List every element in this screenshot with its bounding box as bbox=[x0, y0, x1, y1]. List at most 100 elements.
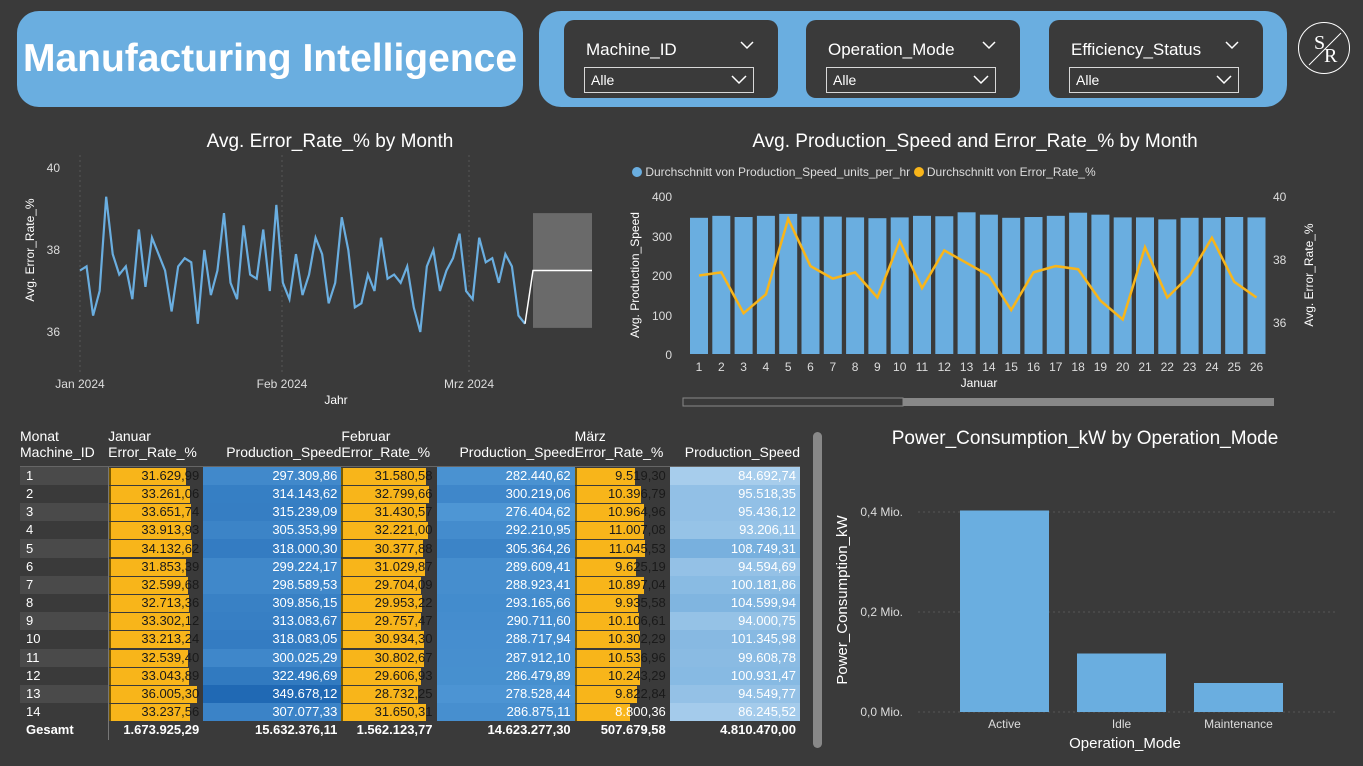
data-bar bbox=[574, 649, 642, 667]
x-tick: 12 bbox=[938, 360, 952, 374]
svg-text:S: S bbox=[1314, 32, 1325, 54]
production-speed-cell: 289.609,41 bbox=[436, 557, 575, 576]
total-cell: 15.632.376,11 bbox=[254, 722, 338, 738]
error-rate-cell: 31.853,39 bbox=[108, 558, 203, 576]
x-tick: Maintenance bbox=[1204, 717, 1273, 731]
x-tick: Active bbox=[988, 717, 1021, 731]
chevron-down-icon[interactable] bbox=[1225, 38, 1239, 52]
slicer-machine-id: Machine_ID Alle bbox=[564, 20, 778, 98]
error-rate-cell: 28.732,25 bbox=[341, 685, 436, 703]
bar bbox=[734, 217, 753, 354]
production-speed-cell: 313.083,67 bbox=[203, 612, 342, 631]
x-tick: 15 bbox=[1005, 360, 1019, 374]
data-bar bbox=[341, 540, 423, 558]
machine-id-cell: 12 bbox=[20, 666, 109, 685]
machine-id-cell: 7 bbox=[20, 575, 109, 594]
chevron-down-icon[interactable] bbox=[982, 38, 996, 52]
machine-id-cell: 3 bbox=[20, 503, 109, 522]
production-speed-cell: 100.181,86 bbox=[669, 575, 800, 594]
x-tick: Feb 2024 bbox=[257, 377, 308, 391]
chevron-down-icon[interactable] bbox=[740, 38, 754, 52]
x-tick: 5 bbox=[785, 360, 792, 374]
production-speed-cell: 84.692,74 bbox=[669, 466, 800, 485]
production-speed-cell: 292.210,95 bbox=[436, 521, 575, 540]
production-speed-cell: 314.143,62 bbox=[203, 484, 342, 504]
x-tick: 8 bbox=[852, 360, 859, 374]
x-tick: 20 bbox=[1116, 360, 1130, 374]
data-bar bbox=[574, 558, 636, 576]
power-consumption-bar-chart[interactable]: Power_Consumption_kW Operation_Mode 0,4 … bbox=[828, 450, 1348, 755]
production-speed-cell: 101.345,98 bbox=[669, 630, 800, 649]
operation-mode-dropdown[interactable]: Alle bbox=[826, 67, 996, 93]
data-bar bbox=[341, 649, 425, 667]
machine-id-dropdown[interactable]: Alle bbox=[584, 67, 754, 93]
error-rate-cell: 10.106,61 bbox=[574, 612, 670, 631]
production-speed-cell: 86.245,52 bbox=[669, 703, 800, 722]
table-row: 14 33.237,56 307.077,33 31.650,31 286.875,11… bbox=[20, 703, 800, 722]
column-header[interactable]: Error_Rate_% bbox=[574, 444, 670, 468]
data-bar bbox=[574, 540, 645, 558]
column-header[interactable]: Production_Speed bbox=[669, 444, 800, 468]
bar bbox=[779, 213, 798, 354]
error-rate-cell: 33.213,24 bbox=[108, 630, 203, 649]
column-header[interactable]: Machine_ID bbox=[20, 444, 109, 468]
x-tick: 22 bbox=[1161, 360, 1175, 374]
error-rate-cell: 11.007,08 bbox=[574, 521, 670, 540]
column-header[interactable]: Error_Rate_% bbox=[341, 444, 437, 468]
bar bbox=[957, 212, 976, 354]
column-header[interactable]: Error_Rate_% bbox=[108, 444, 204, 468]
y-axis-label-left: Avg. Production_Speed bbox=[628, 212, 642, 338]
error-rate-cell: 9.935,58 bbox=[574, 594, 670, 612]
x-axis-label: Jahr bbox=[324, 393, 347, 407]
table-row: 13 36.005,30 349.678,12 28.732,25 278.528,44… bbox=[20, 684, 800, 704]
bar bbox=[1077, 653, 1166, 712]
production-speed-cell: 297.309,86 bbox=[203, 466, 342, 485]
y-tick: 400 bbox=[652, 190, 672, 204]
error-rate-line bbox=[698, 215, 1258, 322]
table-header-row: Machine_ID Error_Rate_% Production_Speed Er… bbox=[20, 444, 800, 468]
table-scrollbar[interactable] bbox=[813, 432, 822, 748]
error-rate-cell: 31.029,87 bbox=[341, 558, 436, 576]
table-row: 10 33.213,24 318.083,05 30.934,30 288.717,94… bbox=[20, 630, 800, 649]
chevron-down-icon bbox=[973, 75, 989, 85]
data-bar bbox=[574, 631, 640, 649]
bar bbox=[890, 217, 909, 354]
column-header[interactable]: Production_Speed bbox=[436, 444, 575, 468]
machine-id-cell: 10 bbox=[20, 630, 109, 649]
scrollbar-thumb[interactable] bbox=[682, 397, 904, 407]
data-bar bbox=[341, 504, 426, 522]
forecast-line bbox=[524, 269, 592, 324]
data-bar bbox=[341, 468, 427, 486]
data-bar bbox=[108, 468, 186, 486]
error-rate-cell: 33.261,06 bbox=[108, 485, 203, 503]
error-rate-cell: 32.799,66 bbox=[341, 485, 436, 503]
column-header: Januar bbox=[108, 428, 151, 445]
error-rate-cell: 29.757,47 bbox=[341, 612, 436, 631]
error-rate-cell: 31.430,57 bbox=[341, 503, 436, 522]
table-row: 9 33.302,12 313.083,67 29.757,47 290.711,60 1… bbox=[20, 612, 800, 631]
column-header[interactable]: Production_Speed bbox=[203, 444, 342, 468]
x-tick: 7 bbox=[829, 360, 836, 374]
production-speed-cell: 288.923,41 bbox=[436, 575, 575, 594]
total-cell: 14.623.277,30 bbox=[487, 722, 571, 738]
error-rate-cell: 10.396,79 bbox=[574, 485, 670, 503]
machine-id-cell: 2 bbox=[20, 484, 109, 504]
efficiency-status-dropdown[interactable]: Alle bbox=[1069, 67, 1239, 93]
error-rate-cell: 10.897,04 bbox=[574, 576, 670, 594]
chart3-title: Power_Consumption_kW by Operation_Mode bbox=[891, 428, 1279, 449]
table-row: 11 32.539,40 300.025,29 30.802,67 287.912,10… bbox=[20, 648, 800, 667]
speed-error-combo-chart[interactable]: Avg. Production_Speed Avg. Error_Rate_% … bbox=[625, 180, 1325, 410]
production-speed-cell: 286.875,11 bbox=[436, 703, 575, 722]
data-bar bbox=[341, 631, 425, 649]
bar bbox=[1002, 217, 1021, 354]
production-speed-cell: 290.711,60 bbox=[436, 612, 575, 631]
production-speed-cell: 305.353,99 bbox=[203, 521, 342, 540]
column-header: Februar bbox=[341, 428, 391, 445]
data-bar bbox=[574, 595, 638, 612]
y-tick: 38 bbox=[47, 243, 61, 257]
x-tick: 24 bbox=[1205, 360, 1219, 374]
error-rate-line-chart[interactable]: Avg. Error_Rate_% 40 38 36 Jan 2024 Feb … bbox=[20, 150, 630, 410]
scrollbar-track[interactable] bbox=[683, 398, 1274, 406]
bar bbox=[913, 215, 931, 354]
chevron-down-icon bbox=[1216, 75, 1232, 85]
